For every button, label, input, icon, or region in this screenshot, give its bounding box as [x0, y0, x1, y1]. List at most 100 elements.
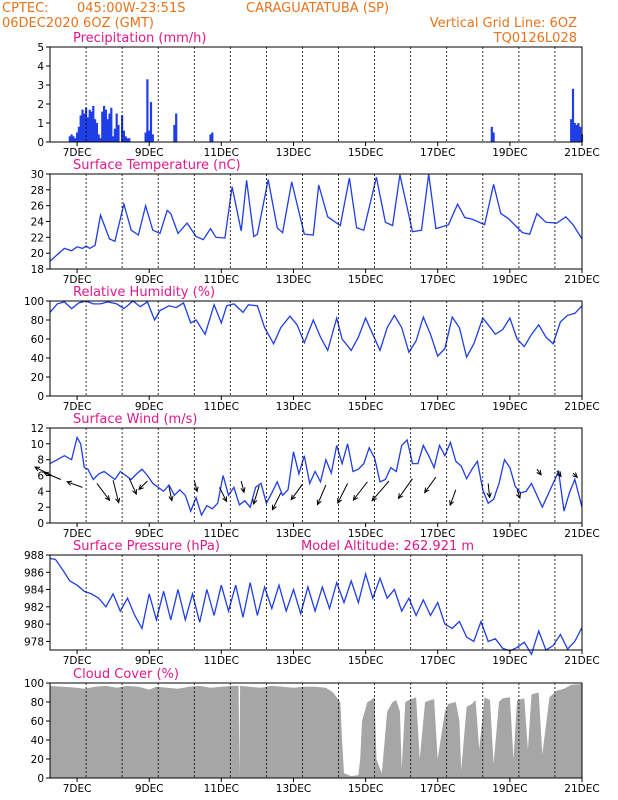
wind-arrow-head [536, 469, 542, 476]
wind-arrow [112, 480, 121, 504]
cloud-ytick-label: 0 [37, 773, 44, 785]
precip-bar [86, 117, 89, 142]
precip-bar [124, 136, 127, 142]
precip-bar [573, 123, 576, 142]
wind-xtick-label: 13DEC [276, 528, 311, 540]
header-model: TQ0126L028 [493, 31, 577, 46]
wind-arrow-head [252, 498, 258, 506]
precip-bar [146, 79, 149, 142]
wind-arrow-head [193, 486, 199, 493]
precip-frame [49, 46, 583, 143]
wind-xtick-label: 7DEC [63, 528, 92, 540]
wind-arrow [352, 481, 368, 501]
precip-xtick-label: 21DEC [564, 147, 599, 159]
wind-xtick-label: 19DEC [492, 528, 527, 540]
cloud-xtick-label: 9DEC [135, 783, 164, 795]
precip-bar [97, 134, 100, 142]
header-run-time: 06DEC2020 6OZ (GMT) [2, 16, 154, 31]
precip-panel: 0 1 2 3 4 5 7DEC 9DEC 11DEC 13DEC 15DEC 17DEC 19DEC 2… [37, 31, 599, 159]
cloud-title: Cloud Cover (%) [73, 667, 179, 682]
wind-panel: 0 2 4 6 8 10 12 7DEC 9DEC 11DEC 13DEC 15DEC 17DEC 19D… [31, 412, 600, 540]
wind-series-line [49, 435, 583, 517]
wind-arrow-head [449, 500, 455, 507]
precip-xtick-label: 15DEC [348, 147, 383, 159]
wind-arrow-head [556, 471, 562, 478]
wind-arrow-head [222, 496, 227, 503]
wind-ytick-label: 12 [31, 423, 44, 435]
temperature-series-line [49, 173, 583, 262]
wind-arrow [556, 470, 562, 478]
wind-arrow [240, 480, 246, 494]
wind-arrow-shaft [138, 480, 148, 490]
precip-bar [117, 124, 120, 142]
wind-arrow [486, 483, 492, 499]
cloud-ytick-label: 80 [31, 697, 44, 709]
wind-arrow-shaft [168, 486, 173, 501]
temperature-xtick-label: 11DEC [204, 274, 239, 286]
wind-arrow-shaft [398, 478, 413, 499]
humidity-xtick-label: 13DEC [276, 401, 311, 413]
precip-bar [211, 132, 214, 142]
temperature-ytick-label: 26 [31, 201, 45, 213]
precip-xtick-label: 19DEC [492, 147, 527, 159]
temperature-panel: 18 20 22 24 26 28 30 7DEC 9DEC 11DEC 13DEC 15DEC 17D… [31, 158, 600, 286]
humidity-xtick-label: 9DEC [135, 401, 164, 413]
precip-title: Precipitation (mm/h) [73, 31, 206, 46]
wind-xtick-label: 11DEC [204, 528, 239, 540]
temperature-ytick-label: 30 [31, 169, 44, 181]
wind-arrow-shaft [353, 481, 368, 501]
cloud-xtick-label: 19DEC [492, 783, 527, 795]
precip-ytick-label: 4 [37, 61, 44, 73]
wind-arrow-shaft [271, 492, 282, 510]
wind-arrow [96, 483, 111, 502]
wind-arrow [193, 480, 199, 493]
precip-xtick-label: 9DEC [135, 147, 164, 159]
wind-arrow [128, 478, 137, 496]
precip-bar [70, 134, 73, 142]
wind-arrow-head [132, 489, 137, 496]
wind-arrow-head [316, 499, 322, 506]
humidity-xtick-label: 11DEC [204, 401, 239, 413]
humidity-xtick-label: 7DEC [63, 401, 92, 413]
humidity-ytick-label: 80 [31, 315, 44, 327]
precip-bar [92, 105, 95, 142]
wind-arrow [572, 472, 579, 479]
wind-arrow-head [138, 484, 144, 491]
precip-bar [490, 126, 493, 142]
pressure-frame [49, 554, 583, 651]
pressure-annotation: Model Altitude: 262.921 m [301, 539, 474, 554]
header: CPTEC: 045:00W-23:51S CARAGUATATUBA (SP)… [2, 1, 577, 46]
wind-arrow-shaft [193, 480, 198, 492]
wind-arrow-head [572, 472, 579, 479]
wind-arrow-shaft [219, 487, 227, 502]
humidity-panel: 0 20 40 60 80 100 7DEC 9DEC 11DEC 13DEC 15DEC 17DEC… [24, 285, 600, 413]
wind-arrow [449, 489, 457, 507]
cloud-ytick-label: 40 [31, 735, 44, 747]
precip-bar [83, 113, 86, 142]
wind-arrow-head [516, 493, 521, 500]
precip-bar [103, 105, 106, 142]
wind-arrow-shaft [487, 483, 491, 498]
precip-bar [173, 124, 176, 142]
precip-bar [108, 113, 111, 142]
precip-bar [74, 138, 77, 142]
temperature-ytick-label: 20 [31, 248, 44, 260]
cloud-xtick-label: 17DEC [420, 783, 455, 795]
wind-arrow [316, 484, 327, 506]
temperature-xtick-label: 7DEC [63, 274, 92, 286]
wind-arrow-shaft [290, 483, 303, 500]
wind-arrow-shaft [424, 476, 437, 493]
humidity-series-line [49, 300, 583, 359]
precip-ytick-label: 3 [37, 80, 44, 92]
precip-ytick-label: 0 [37, 137, 44, 149]
wind-arrow-shaft [112, 480, 120, 503]
precip-bar [90, 111, 93, 142]
precip-bar [579, 126, 582, 142]
humidity-ytick-label: 40 [31, 353, 44, 365]
humidity-xtick-label: 21DEC [564, 401, 599, 413]
wind-arrow-shaft [337, 483, 349, 504]
temperature-xtick-label: 15DEC [348, 274, 383, 286]
precip-bar [492, 132, 495, 142]
precip-bar [106, 119, 109, 142]
